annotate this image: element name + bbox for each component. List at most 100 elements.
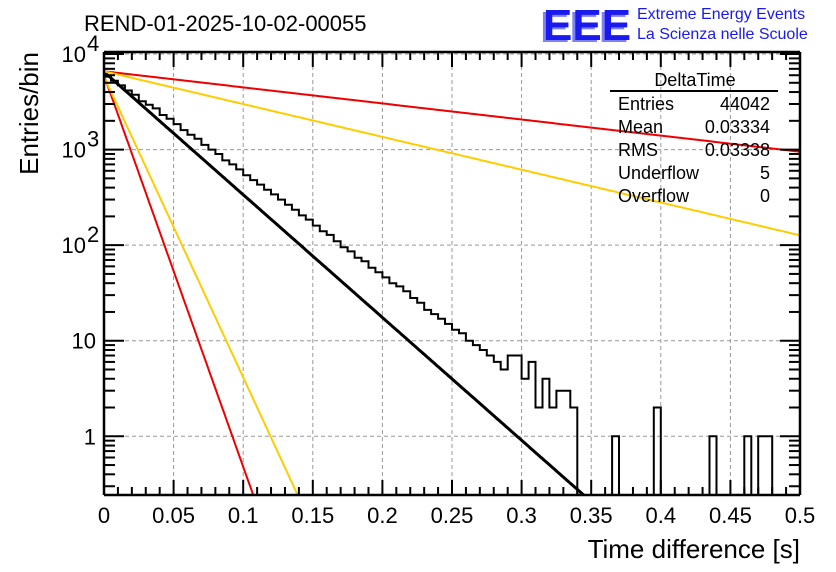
histogram-bin — [257, 185, 264, 495]
histogram-bin — [501, 369, 508, 495]
curve-red-shallow — [104, 70, 800, 153]
histogram-bin — [431, 314, 438, 495]
x-tick-label: 0.5 — [785, 503, 816, 528]
eee-logo: EEE EEE Extreme Energy Events La Scienza… — [540, 1, 808, 52]
histogram-bin — [292, 210, 299, 495]
stats-label: Underflow — [618, 163, 700, 183]
histogram-bin — [299, 215, 306, 495]
histogram-bin — [459, 333, 466, 495]
histogram-bin — [118, 85, 125, 495]
histogram-bin — [515, 356, 522, 495]
histogram-bin — [758, 436, 765, 495]
histogram-bin — [410, 298, 417, 495]
logo-shadow: EEE — [540, 3, 628, 52]
histogram-bin — [445, 324, 452, 495]
histogram-bin — [313, 226, 320, 495]
histogram-bin — [417, 303, 424, 495]
x-tick-label: 0.25 — [431, 503, 474, 528]
histogram-bin — [382, 277, 389, 495]
histogram-bin — [222, 160, 229, 495]
histogram-bin — [403, 291, 410, 495]
y-tick-exponent: 3 — [87, 127, 99, 152]
histogram-bin — [744, 436, 751, 495]
logo-line1: Extreme Energy Events — [637, 6, 805, 23]
y-tick-exponent: 4 — [87, 31, 99, 56]
histogram-bin — [487, 356, 494, 495]
y-tick-label: 1 — [84, 424, 96, 449]
stats-label: Overflow — [618, 186, 690, 206]
stats-label: RMS — [618, 140, 658, 160]
y-tick-label: 10 — [62, 233, 86, 258]
histogram-bin — [389, 283, 396, 495]
histogram-bin — [396, 286, 403, 495]
histogram-bin — [132, 95, 139, 495]
histogram-bin — [549, 408, 556, 495]
histogram-bin — [194, 139, 201, 495]
logo-text: EEE — [543, 1, 631, 50]
histogram-bin — [522, 379, 529, 495]
histogram-bin — [529, 362, 536, 495]
curve-fit — [104, 70, 586, 495]
y-axis-label: Entries/bin — [14, 52, 44, 175]
histogram — [104, 75, 800, 495]
histogram-bin — [654, 408, 661, 495]
curve-yellow-steep — [104, 76, 299, 495]
y-tick-exponent: 2 — [87, 222, 99, 247]
histogram-bin — [236, 169, 243, 495]
histogram-bin — [188, 135, 195, 495]
histogram-bin — [765, 436, 772, 495]
x-tick-label: 0.1 — [228, 503, 259, 528]
y-tick-label: 10 — [62, 138, 86, 163]
histogram-bin — [229, 164, 236, 495]
stats-value: 0 — [760, 186, 770, 206]
x-tick-label: 0.2 — [367, 503, 398, 528]
x-tick-label: 0.3 — [506, 503, 537, 528]
run-title: REND-01-2025-10-02-00055 — [84, 11, 367, 36]
stats-value: 5 — [760, 163, 770, 183]
histogram-bin — [201, 145, 208, 495]
x-tick-label: 0.35 — [570, 503, 613, 528]
histogram-bin — [208, 150, 215, 495]
x-tick-label: 0.4 — [646, 503, 677, 528]
stats-box: DeltaTime Entries 44042 Mean 0.03334 RMS 0.03… — [610, 70, 778, 206]
histogram-bin — [153, 108, 160, 495]
y-tick-label: 10 — [62, 42, 86, 67]
histogram-bin — [536, 408, 543, 495]
histogram-bin — [362, 261, 369, 495]
histogram-bin — [174, 124, 181, 495]
grid — [104, 52, 800, 495]
stats-value: 44042 — [720, 94, 770, 114]
histogram-bin — [341, 247, 348, 495]
x-tick-labels: 0 0.05 0.1 0.15 0.2 0.25 0.3 0.35 0.4 0.45 0.5 — [98, 503, 815, 528]
axes — [102, 50, 802, 497]
stats-title: DeltaTime — [654, 70, 735, 90]
histogram-bin — [243, 175, 250, 495]
histogram-bin — [167, 119, 174, 495]
histogram-bin — [139, 101, 146, 495]
histogram-bin — [278, 200, 285, 495]
histogram-bin — [556, 391, 563, 495]
histogram-bin — [466, 341, 473, 495]
histogram-bin — [146, 105, 153, 495]
stats-label: Mean — [618, 117, 663, 137]
histogram-bin — [285, 205, 292, 495]
histogram-bin — [306, 220, 313, 495]
histogram-bin — [368, 268, 375, 495]
histogram-bin — [508, 356, 515, 495]
histogram-bin — [355, 258, 362, 495]
stats-value: 0.03338 — [705, 140, 770, 160]
x-axis-label: Time difference [s] — [588, 534, 800, 564]
histogram-bin — [710, 436, 717, 495]
stats-value: 0.03334 — [705, 117, 770, 137]
logo-line2: La Scienza nelle Scuole — [637, 26, 808, 43]
histogram-bin — [424, 310, 431, 495]
histogram-bin — [250, 180, 257, 495]
histogram-bin — [181, 130, 188, 495]
histogram-bin — [563, 391, 570, 495]
x-tick-label: 0.15 — [291, 503, 334, 528]
histogram-bin — [327, 235, 334, 495]
histogram-bin — [570, 408, 577, 495]
histogram-bin — [215, 154, 222, 495]
histogram-bin — [438, 319, 445, 495]
